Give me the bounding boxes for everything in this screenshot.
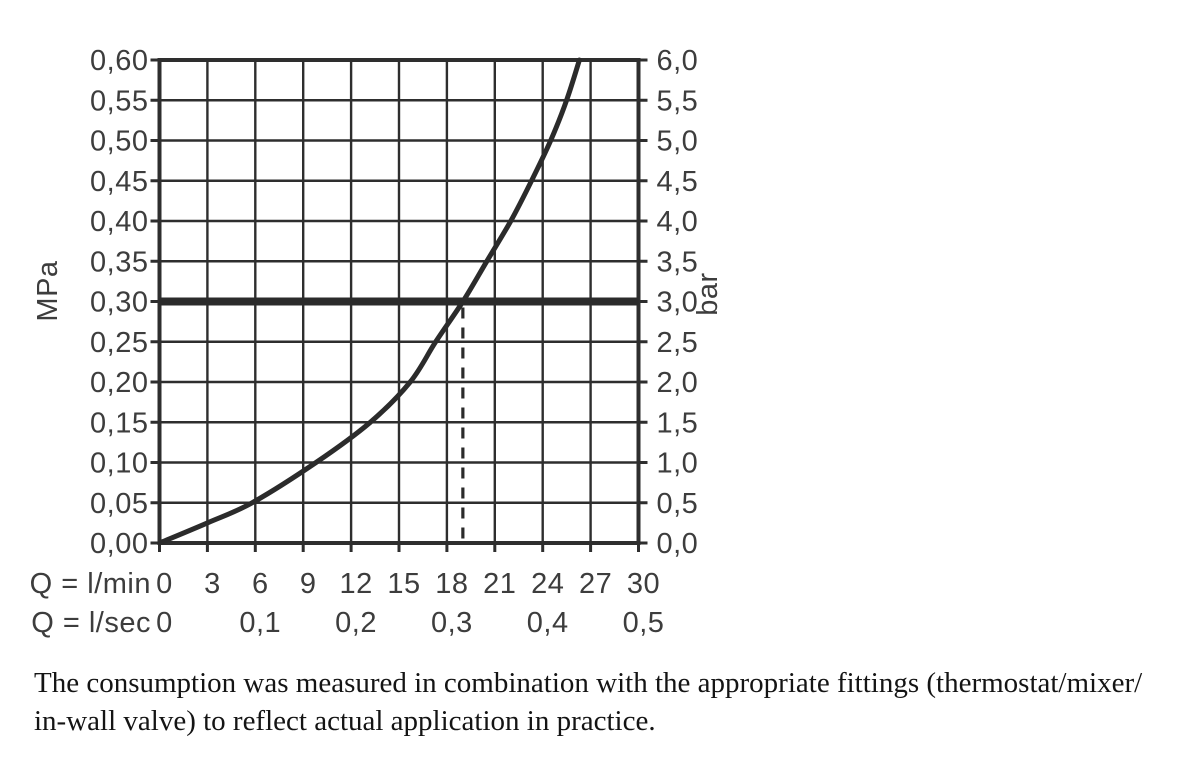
x-axis-tick-label: 12	[339, 568, 372, 600]
x-axis-tick-label: 0,5	[623, 607, 665, 639]
left-axis-tick-label: 0,20	[90, 367, 148, 399]
left-axis-tick-label: 0,15	[90, 407, 148, 439]
x-axis-tick-label: 0	[156, 568, 173, 600]
x-axis-tick-label: 6	[252, 568, 269, 600]
x-axis-tick-label: 21	[483, 568, 516, 600]
right-axis-tick-label: 5,0	[657, 126, 699, 158]
left-axis-tick-label: 0,55	[90, 85, 148, 117]
x-axis-tick-label: 0,4	[527, 607, 569, 639]
x-axis-tick-label: 27	[579, 568, 612, 600]
right-axis-tick-label: 2,0	[657, 367, 699, 399]
x-axis-tick-label: 0	[156, 607, 173, 639]
caption-line-1: The consumption was measured in combinat…	[34, 667, 1143, 699]
left-axis-tick-label: 0,35	[90, 246, 148, 278]
flow-pressure-chart: 0,600,550,500,450,400,350,300,250,200,15…	[30, 45, 724, 639]
right-axis-tick-label: 1,5	[657, 407, 699, 439]
x-axis-tick-label: 30	[627, 568, 660, 600]
left-axis-tick-label: 0,40	[90, 206, 148, 238]
flow-pressure-curve	[157, 57, 582, 546]
x-axis-tick-label: 24	[531, 568, 564, 600]
left-axis-tick-label: 0,50	[90, 126, 148, 158]
left-axis-unit-label: MPa	[32, 260, 64, 322]
x-axis-tick-label: 0,2	[335, 607, 377, 639]
left-axis-tick-label: 0,25	[90, 327, 148, 359]
right-axis-tick-label: 2,5	[657, 327, 699, 359]
left-axis-tick-label: 0,10	[90, 448, 148, 480]
left-axis-tick-label: 0,30	[90, 287, 148, 319]
x-axis-tick-label: 3	[204, 568, 221, 600]
right-axis-tick-label: 6,0	[657, 45, 699, 77]
right-axis-tick-label: 1,0	[657, 448, 699, 480]
x-axis-tick-label: 15	[387, 568, 420, 600]
left-axis-tick-label: 0,00	[90, 528, 148, 560]
right-axis-tick-label: 5,5	[657, 85, 699, 117]
caption-line-2: in-wall valve) to reflect actual applica…	[34, 705, 656, 737]
left-axis-tick-label: 0,45	[90, 166, 148, 198]
x-axis-tick-label: 9	[300, 568, 317, 600]
right-axis-unit-label: bar	[692, 272, 724, 315]
right-axis-tick-label: 0,5	[657, 488, 699, 520]
x-axis-tick-label: 18	[435, 568, 468, 600]
right-axis-tick-label: 3,0	[657, 287, 699, 319]
left-axis-tick-label: 0,05	[90, 488, 148, 520]
x-axis-tick-label: 0,3	[431, 607, 473, 639]
right-axis-tick-label: 4,0	[657, 206, 699, 238]
left-axis-tick-label: 0,60	[90, 45, 148, 77]
x-axis-row-label: Q = l/min	[30, 568, 151, 600]
caption: The consumption was measured in combinat…	[34, 664, 1174, 740]
x-axis-tick-label: 0,1	[239, 607, 281, 639]
right-axis-tick-label: 3,5	[657, 246, 699, 278]
right-axis-tick-label: 4,5	[657, 166, 699, 198]
right-axis-tick-label: 0,0	[657, 528, 699, 560]
x-axis-row-label: Q = l/sec	[31, 607, 151, 639]
